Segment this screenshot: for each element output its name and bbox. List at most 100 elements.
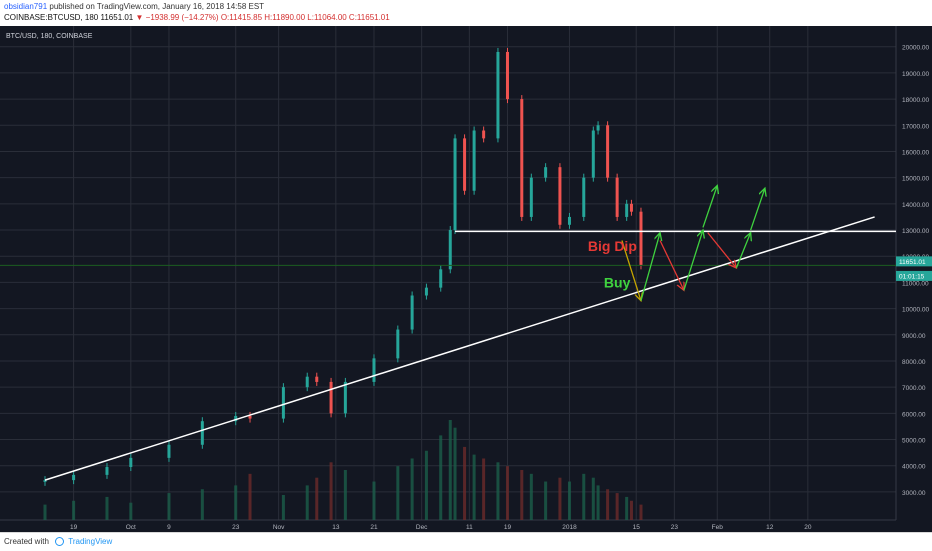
trend-arrow — [735, 233, 750, 269]
volume-bar — [72, 500, 76, 520]
y-tick-label: 11000.00 — [902, 280, 929, 287]
x-tick-label: 11 — [466, 524, 473, 531]
volume-bar — [305, 485, 309, 520]
trend-arrow — [621, 240, 641, 301]
buy-annotation: Buy — [604, 275, 631, 291]
x-tick-label: Feb — [712, 524, 724, 531]
volume-bar — [396, 466, 400, 520]
candle-body — [453, 138, 457, 231]
volume-bar — [372, 481, 376, 520]
volume-bar — [448, 420, 452, 520]
chart-header: obsidian791 published on TradingView.com… — [0, 0, 932, 26]
volume-bar — [505, 466, 509, 520]
x-tick-label: Nov — [273, 524, 285, 531]
x-tick-label: 12 — [766, 524, 774, 531]
volume-bar — [129, 502, 133, 520]
y-tick-label: 6000.00 — [902, 411, 926, 418]
candle-body — [167, 444, 171, 458]
volume-bar — [281, 495, 285, 520]
candle-body — [43, 480, 47, 482]
x-tick-label: 19 — [504, 524, 512, 531]
candle-body — [72, 474, 76, 481]
candle-body — [305, 376, 309, 388]
candle-body — [639, 211, 643, 266]
candle-body — [558, 167, 562, 225]
price-chart[interactable]: 3000.00 4000.00 5000.00 6000.00 7000.00 8000.… — [0, 26, 932, 532]
tradingview-brand[interactable]: TradingView — [68, 537, 113, 546]
last-price: 11651.01 — [100, 13, 134, 22]
candle-body — [343, 381, 347, 414]
candle-body — [329, 381, 333, 414]
y-tick-label: 15000.00 — [902, 176, 929, 183]
published-text: published on TradingView.com, January 16… — [49, 2, 265, 11]
candle-body — [372, 358, 376, 382]
volume-bar — [639, 504, 643, 520]
volume-bar — [105, 496, 109, 520]
x-tick-label: 2018 — [562, 524, 577, 531]
price-label-box — [896, 256, 932, 267]
price-label-box — [896, 270, 932, 281]
candle-body — [625, 203, 629, 217]
trend-arrow — [707, 232, 737, 268]
x-tick-label: 23 — [232, 524, 240, 531]
volume-bar — [529, 473, 533, 520]
created-with-text: Created with — [4, 537, 49, 546]
volume-bar — [625, 496, 629, 520]
volume-bar — [472, 454, 476, 520]
volume-bar — [343, 470, 347, 520]
volume-bar — [453, 427, 457, 520]
x-tick-label: 21 — [370, 524, 378, 531]
candle-body — [248, 415, 252, 419]
volume-bar — [410, 458, 414, 520]
chart-area[interactable]: 3000.00 4000.00 5000.00 6000.00 7000.00 8000.… — [0, 26, 932, 532]
y-tick-label: 3000.00 — [902, 490, 926, 497]
y-tick-label: 8000.00 — [902, 359, 926, 366]
x-tick-label: 13 — [332, 524, 340, 531]
big-dip-annotation: Big Dip — [588, 238, 637, 254]
symbol-line: COINBASE:BTCUSD, 180 — [4, 13, 99, 22]
x-tick-label: 9 — [167, 524, 171, 531]
candle-body — [281, 387, 285, 419]
y-tick-label: 17000.00 — [902, 123, 929, 130]
volume-bar — [43, 504, 47, 520]
volume-bar — [234, 485, 238, 520]
volume-bar — [439, 435, 443, 520]
candle-body — [606, 125, 610, 178]
x-tick-label: Dec — [416, 524, 428, 531]
y-tick-label: 19000.00 — [902, 71, 929, 78]
author-link[interactable]: obsidian791 — [4, 2, 48, 11]
volume-bar — [167, 493, 171, 520]
candle-body — [463, 138, 467, 191]
volume-bar — [496, 462, 500, 520]
volume-bar — [544, 481, 548, 520]
candle-body — [234, 415, 238, 422]
volume-bar — [315, 477, 319, 520]
y-tick-label: 4000.00 — [902, 464, 926, 471]
y-tick-label: 14000.00 — [902, 202, 929, 209]
candle-body — [496, 51, 500, 139]
volume-bar — [629, 500, 633, 520]
candle-body — [129, 457, 133, 468]
volume-bar — [591, 477, 595, 520]
candle-body — [591, 130, 595, 178]
x-tick-label: 19 — [70, 524, 78, 531]
candle-body — [529, 177, 533, 217]
candle-body — [505, 51, 509, 100]
volume-bar — [606, 489, 610, 520]
price-label-text: 11651.01 — [899, 259, 926, 266]
volume-bar — [463, 446, 467, 520]
y-tick-label: 5000.00 — [902, 438, 926, 445]
x-tick-label: 20 — [804, 524, 812, 531]
candle-body — [448, 230, 452, 270]
publish-info: obsidian791 published on TradingView.com… — [4, 2, 264, 11]
trend-arrow — [683, 230, 703, 291]
volume-bar — [596, 485, 600, 520]
volume-bar — [482, 458, 486, 520]
x-tick-label: 23 — [671, 524, 679, 531]
y-tick-label: 16000.00 — [902, 149, 929, 156]
chart-footer: Created with TradingView — [0, 532, 932, 551]
candle-body — [424, 287, 428, 296]
volume-bar — [558, 477, 562, 520]
candle-body — [439, 269, 443, 288]
volume-bar — [520, 470, 524, 520]
